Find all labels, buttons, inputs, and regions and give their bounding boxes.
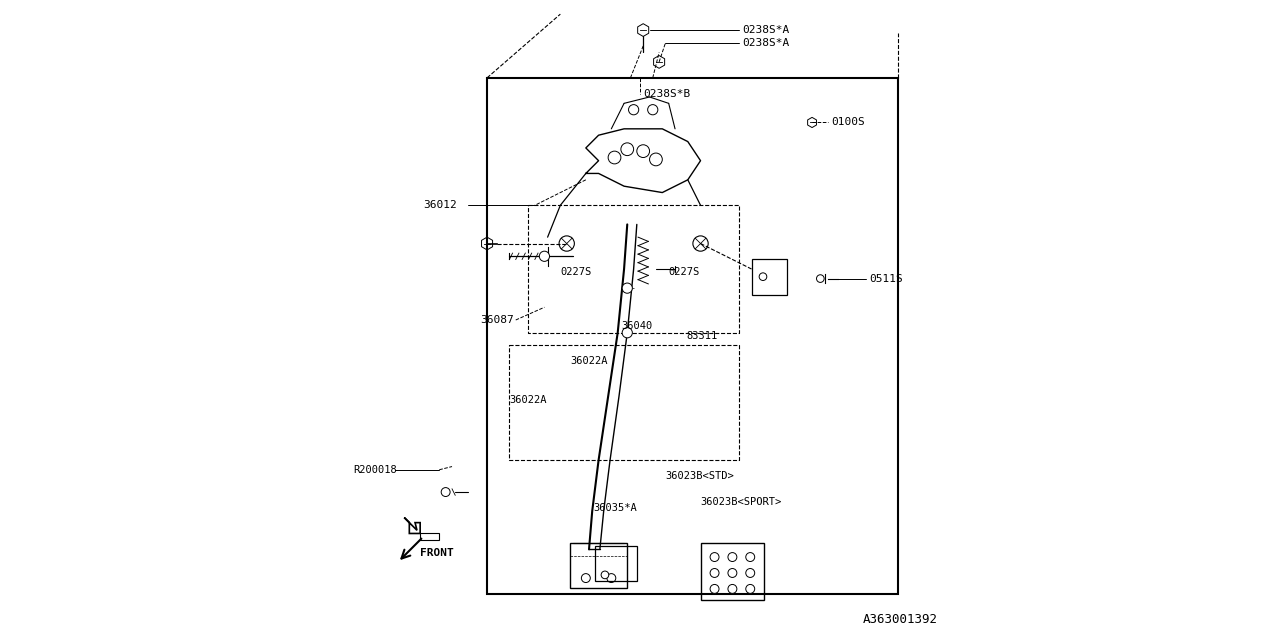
Text: 36087: 36087 [481,315,515,325]
Text: 36040: 36040 [621,321,652,332]
Text: R200018: R200018 [353,465,397,475]
Text: 83311: 83311 [686,331,718,341]
Circle shape [442,488,451,497]
Circle shape [759,273,767,280]
Text: 0227S: 0227S [561,268,591,277]
Circle shape [602,571,609,579]
Circle shape [637,145,649,157]
Circle shape [622,283,632,293]
Text: A363001392: A363001392 [863,613,938,626]
Circle shape [622,328,632,338]
Text: 36022A: 36022A [509,395,547,404]
Bar [570,543,627,588]
Circle shape [728,552,737,561]
Circle shape [621,143,634,156]
Text: 0100S: 0100S [831,118,865,127]
Circle shape [710,552,719,561]
Circle shape [817,275,824,282]
Circle shape [628,104,639,115]
Circle shape [746,568,755,577]
Text: 0238S*A: 0238S*A [742,25,790,35]
Bar [700,543,764,600]
Circle shape [710,568,719,577]
Circle shape [648,104,658,115]
Text: 0511S: 0511S [869,273,904,284]
Circle shape [607,573,616,582]
Text: FRONT: FRONT [420,548,454,557]
Text: 36035*A: 36035*A [594,503,637,513]
Circle shape [649,153,662,166]
Text: 36023B<SPORT>: 36023B<SPORT> [700,497,782,507]
Text: 0238S*B: 0238S*B [643,89,690,99]
Circle shape [710,584,719,593]
Circle shape [608,151,621,164]
Circle shape [728,568,737,577]
Bar [751,259,787,294]
Text: 36023B<STD>: 36023B<STD> [666,471,735,481]
Text: 36022A: 36022A [570,356,608,367]
Text: 36012: 36012 [424,200,457,211]
Circle shape [746,584,755,593]
Bar [595,546,637,581]
Circle shape [728,584,737,593]
Circle shape [581,573,590,582]
Text: 0227S: 0227S [668,268,700,277]
Circle shape [539,251,549,261]
Text: 0238S*A: 0238S*A [742,38,790,48]
Circle shape [746,552,755,561]
